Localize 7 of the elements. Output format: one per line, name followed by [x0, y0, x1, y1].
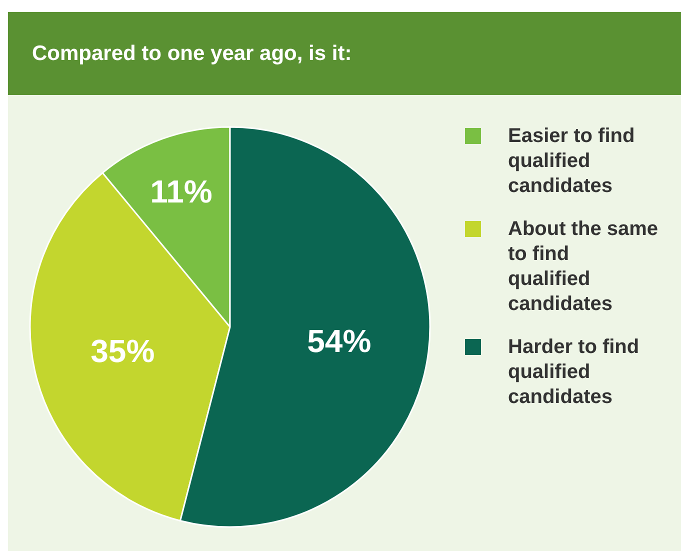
- chart-title: Compared to one year ago, is it:: [32, 42, 352, 65]
- data-label: 11%: [150, 174, 212, 210]
- legend-label: Easier to find qualified candidates: [508, 125, 635, 197]
- legend-label: Harder to find qualified candidates: [508, 336, 640, 408]
- data-label: 54%: [307, 322, 372, 359]
- legend-label: About the same to find qualified candidates: [508, 218, 658, 315]
- data-label: 35%: [90, 332, 155, 369]
